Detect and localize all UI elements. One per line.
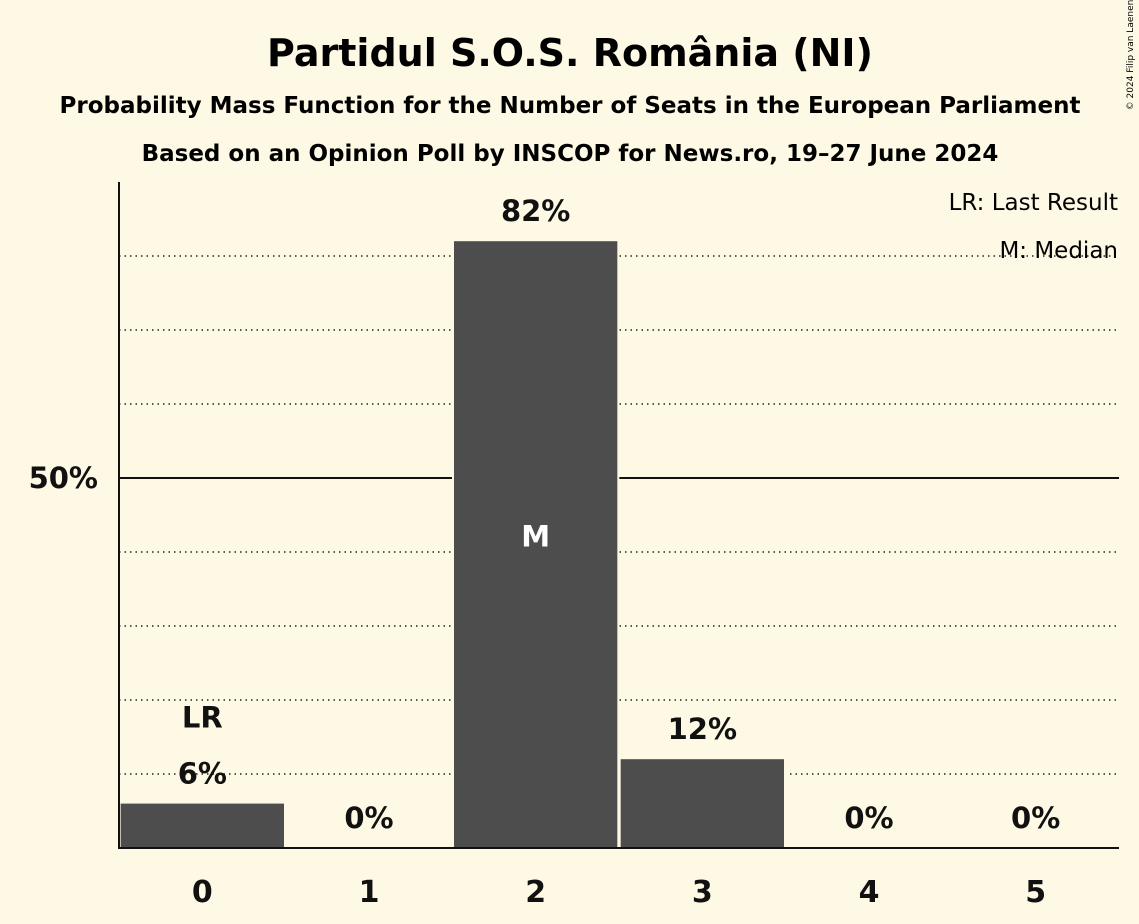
x-tick-5: 5 bbox=[1025, 875, 1046, 910]
bars bbox=[118, 239, 786, 848]
last-result-marker: LR bbox=[182, 701, 223, 735]
x-tick-4: 4 bbox=[859, 875, 880, 910]
y-tick-labels: 50% bbox=[29, 461, 98, 495]
x-tick-1: 1 bbox=[359, 875, 380, 910]
value-label-1: 0% bbox=[344, 801, 393, 835]
copyright-notice: © 2024 Filip van Laenen bbox=[1126, 0, 1136, 110]
x-tick-3: 3 bbox=[692, 875, 713, 910]
y-tick-50: 50% bbox=[29, 461, 98, 495]
x-tick-0: 0 bbox=[192, 875, 213, 910]
x-tick-labels: 0 1 2 3 4 5 bbox=[192, 875, 1046, 910]
legend-last-result: LR: Last Result bbox=[949, 190, 1118, 216]
bar-labels: 6% LR 0% 82% M 12% 0% 0% bbox=[178, 194, 1061, 835]
median-marker: M bbox=[521, 520, 550, 554]
legend-median: M: Median bbox=[999, 238, 1118, 264]
bar-2 bbox=[454, 241, 618, 848]
bar-0 bbox=[120, 803, 285, 848]
chart-title: Partidul S.O.S. România (NI) bbox=[267, 31, 873, 75]
x-tick-2: 2 bbox=[525, 875, 546, 910]
value-label-4: 0% bbox=[844, 801, 893, 835]
bar-3 bbox=[620, 759, 784, 848]
value-label-0: 6% bbox=[178, 757, 227, 791]
chart-subtitle: Probability Mass Function for the Number… bbox=[60, 93, 1081, 119]
value-label-5: 0% bbox=[1011, 801, 1060, 835]
chart-source: Based on an Opinion Poll by INSCOP for N… bbox=[142, 141, 999, 167]
value-label-3: 12% bbox=[668, 712, 737, 746]
value-label-2: 82% bbox=[501, 194, 570, 228]
